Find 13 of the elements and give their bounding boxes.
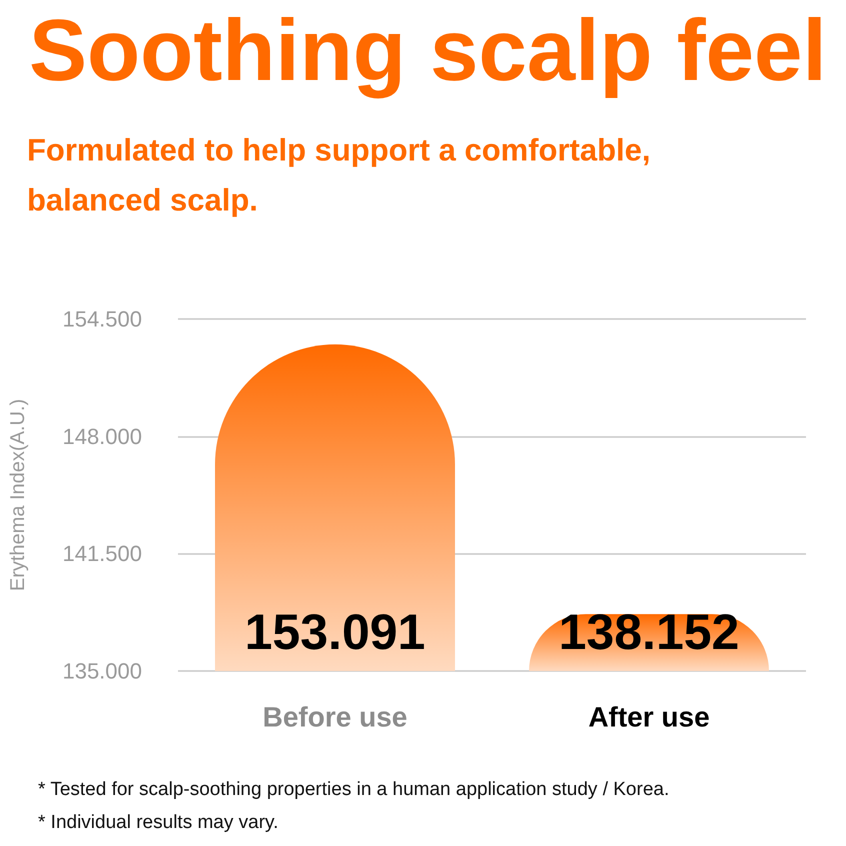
chart-title: Soothing scalp feel xyxy=(29,2,827,99)
y-axis-title: Erythema Index(A.U.) xyxy=(7,398,29,592)
data-label: 153.091 xyxy=(244,604,426,660)
x-tick-label: Before use xyxy=(262,702,408,732)
y-tick-label: 154.500 xyxy=(62,306,142,332)
x-tick-label: After use xyxy=(588,702,710,732)
text: * Tested for scalp-soothing properties in a human application study / Korea. xyxy=(38,779,670,800)
data-label: 138.152 xyxy=(558,604,740,660)
y-tick-label: 141.500 xyxy=(62,541,142,566)
y-tick-label: 148.000 xyxy=(62,424,142,449)
y-tick-label: 135.000 xyxy=(62,658,142,684)
chart-subtitle: Formulated to help support a comfortable, balanced scalp. xyxy=(27,132,660,218)
text: * Individual results may vary. xyxy=(38,812,278,833)
